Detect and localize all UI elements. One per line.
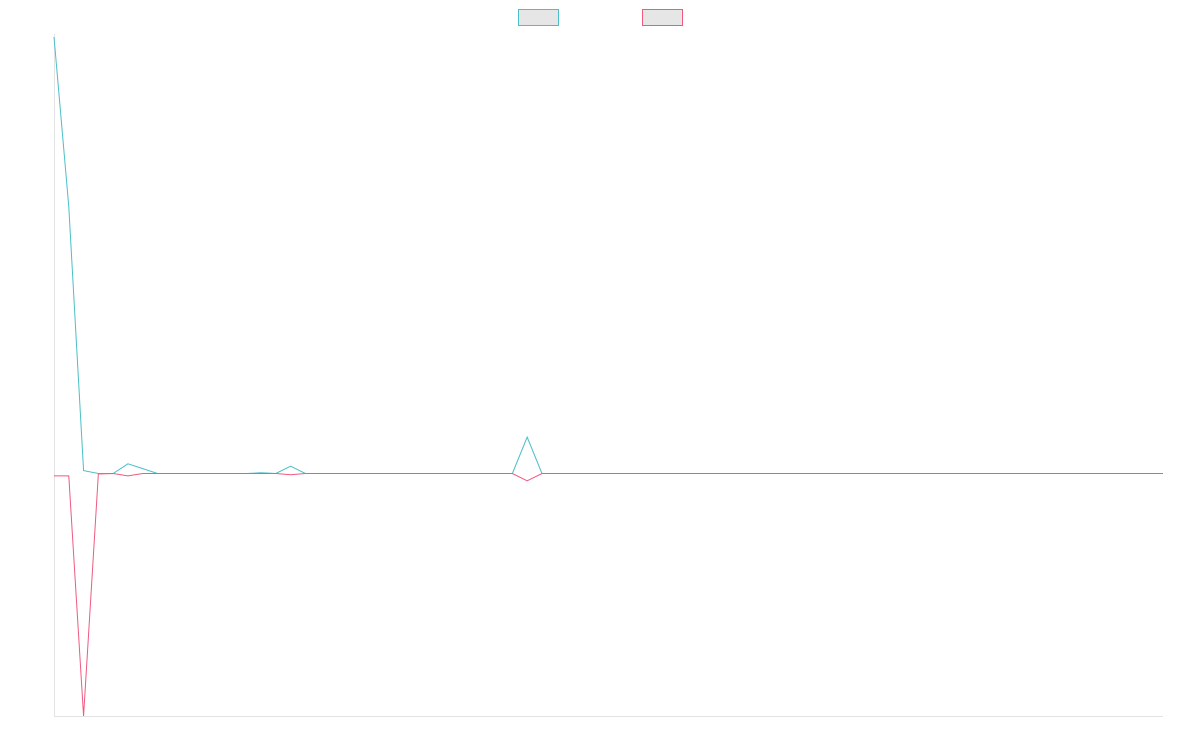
legend bbox=[518, 9, 683, 26]
series-layer bbox=[53, 36, 1163, 717]
series-line-1 bbox=[53, 36, 1163, 475]
series-line-2 bbox=[54, 472, 1163, 717]
legend-swatch-1[interactable] bbox=[518, 9, 559, 26]
legend-swatch-2[interactable] bbox=[642, 9, 683, 26]
